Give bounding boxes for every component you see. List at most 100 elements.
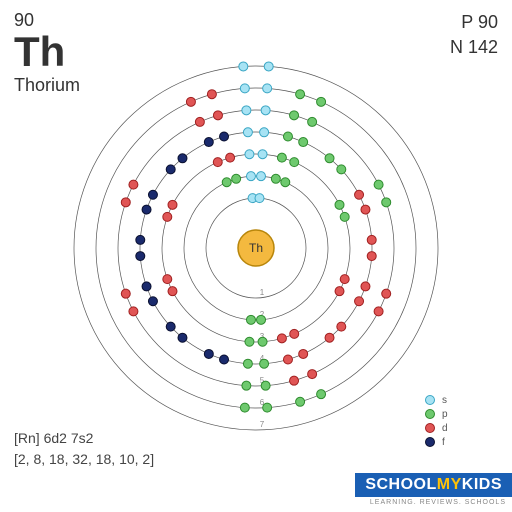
electron-f — [220, 132, 229, 141]
electron-f — [166, 322, 175, 331]
electron-f — [148, 190, 157, 199]
electron-s — [263, 84, 272, 93]
legend-label-p: p — [442, 409, 448, 420]
electron-p — [222, 178, 231, 187]
electron-d — [195, 117, 204, 126]
electron-p — [382, 198, 391, 207]
legend-dot-p — [426, 410, 435, 419]
electron-p — [296, 397, 305, 406]
electron-d — [374, 307, 383, 316]
electron-p — [299, 138, 308, 147]
electron-d — [283, 355, 292, 364]
electron-p — [374, 180, 383, 189]
electron-d — [277, 334, 286, 343]
electron-p — [260, 359, 269, 368]
electron-p — [290, 158, 299, 167]
electron-s — [258, 150, 267, 159]
electron-d — [207, 90, 216, 99]
electron-p — [281, 178, 290, 187]
electron-p — [246, 315, 255, 324]
electron-f — [136, 235, 145, 244]
electron-d — [226, 153, 235, 162]
electron-s — [239, 62, 248, 71]
electron-d — [129, 180, 138, 189]
electron-d — [168, 200, 177, 209]
electron-p — [240, 403, 249, 412]
electron-d — [361, 205, 370, 214]
legend-label-s: s — [442, 395, 447, 406]
electron-p — [261, 381, 270, 390]
electron-p — [296, 90, 305, 99]
electron-p — [263, 403, 272, 412]
electron-d — [335, 287, 344, 296]
electron-d — [355, 190, 364, 199]
electron-d — [361, 282, 370, 291]
electron-f — [204, 138, 213, 147]
legend-label-f: f — [442, 437, 445, 448]
electron-d — [121, 289, 130, 298]
electron-s — [240, 84, 249, 93]
electron-d — [186, 97, 195, 106]
electron-d — [325, 333, 334, 342]
electron-f — [204, 349, 213, 358]
legend-dot-f — [426, 438, 435, 447]
electron-s — [264, 62, 273, 71]
electron-p — [243, 359, 252, 368]
electron-d — [355, 297, 364, 306]
electron-p — [232, 174, 241, 183]
electron-f — [220, 355, 229, 364]
electron-p — [258, 337, 267, 346]
electron-p — [337, 165, 346, 174]
electron-p — [242, 381, 251, 390]
electron-s — [243, 128, 252, 137]
electron-p — [335, 200, 344, 209]
electron-f — [166, 165, 175, 174]
electron-d — [213, 158, 222, 167]
electron-d — [308, 370, 317, 379]
electron-d — [163, 212, 172, 221]
electron-s — [255, 194, 264, 203]
electron-d — [299, 349, 308, 358]
electron-s — [245, 150, 254, 159]
electron-d — [290, 329, 299, 338]
electron-p — [290, 111, 299, 120]
legend-dot-s — [426, 396, 435, 405]
subshell-legend: spdf — [426, 395, 449, 448]
electron-p — [340, 212, 349, 221]
legend-dot-d — [426, 424, 435, 433]
electron-s — [257, 172, 266, 181]
electron-p — [283, 132, 292, 141]
electron-s — [242, 106, 251, 115]
electron-d — [121, 198, 130, 207]
electron-f — [142, 205, 151, 214]
electron-p — [271, 174, 280, 183]
electron-d — [168, 287, 177, 296]
electron-d — [213, 111, 222, 120]
electron-p — [325, 154, 334, 163]
electron-p — [245, 337, 254, 346]
shell-label-1: 1 — [260, 288, 265, 297]
electron-f — [178, 333, 187, 342]
nucleus-symbol: Th — [249, 241, 263, 255]
electron-p — [277, 153, 286, 162]
electron-s — [260, 128, 269, 137]
shell-label-7: 7 — [260, 420, 265, 429]
electron-p — [317, 97, 326, 106]
electron-d — [367, 252, 376, 261]
electron-f — [142, 282, 151, 291]
electron-f — [148, 297, 157, 306]
electron-p — [308, 117, 317, 126]
shell-diagram: 1234567Thspdf — [0, 0, 512, 512]
electron-d — [290, 376, 299, 385]
electron-d — [129, 307, 138, 316]
electron-p — [257, 315, 266, 324]
electron-d — [337, 322, 346, 331]
electron-d — [163, 275, 172, 284]
electron-s — [246, 172, 255, 181]
electron-d — [382, 289, 391, 298]
electron-f — [136, 252, 145, 261]
legend-label-d: d — [442, 423, 448, 434]
electron-d — [367, 235, 376, 244]
electron-p — [317, 390, 326, 399]
electron-d — [340, 275, 349, 284]
